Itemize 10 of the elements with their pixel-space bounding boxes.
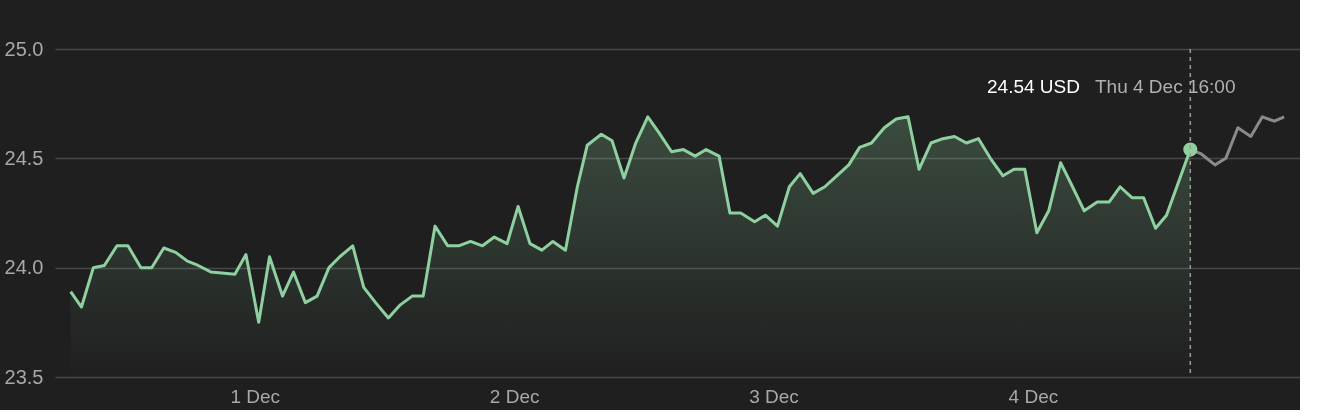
y-tick-label: 24.5 [4, 146, 44, 169]
x-tick-label: 4 Dec [1008, 385, 1059, 407]
annotation: Thu 4 Dec 16:00 [1095, 76, 1236, 97]
annotation: 24.54 USD [987, 76, 1080, 97]
y-tick-label: 25.0 [4, 37, 44, 60]
x-tick-label: 2 Dec [489, 385, 540, 407]
x-tick-label: 3 Dec [749, 385, 799, 407]
y-tick-label: 24.0 [4, 256, 44, 279]
x-tick-label: 1 Dec [230, 385, 281, 407]
y-tick-label: 23.5 [4, 365, 44, 388]
